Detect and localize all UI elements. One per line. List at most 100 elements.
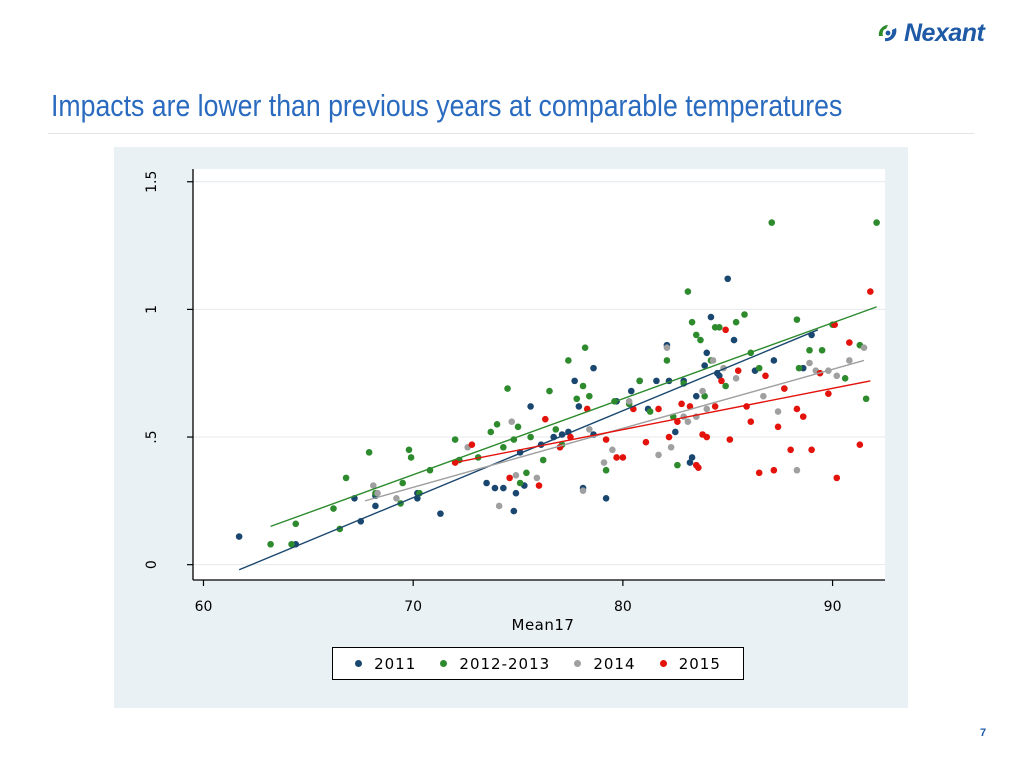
point-2011-28	[627, 387, 635, 395]
point-2015-21	[703, 433, 711, 441]
point-2011-47	[770, 357, 778, 364]
chart-legend: 2011 2012-2013 2014 2015	[332, 647, 744, 680]
point-2015-2	[506, 474, 513, 482]
point-2012-2013-1	[288, 540, 295, 548]
point-2014-10	[600, 459, 608, 466]
point-2014-33	[860, 344, 868, 351]
legend-item-2015: 2015	[659, 654, 721, 673]
point-2012-2013-56	[755, 364, 763, 372]
point-2014-31	[833, 372, 841, 380]
point-2011-44	[724, 275, 732, 283]
point-2015-25	[726, 436, 734, 443]
point-2011-38	[692, 392, 700, 400]
point-2011-36	[686, 459, 694, 466]
y-tick-label-0: 0	[144, 560, 160, 569]
point-2014-27	[793, 466, 801, 474]
point-2012-2013-51	[716, 323, 723, 331]
point-2012-2013-6	[365, 449, 373, 456]
point-2012-2013-22	[514, 423, 522, 431]
point-2015-6	[567, 433, 574, 441]
legend-label-2015: 2015	[678, 654, 721, 673]
point-2012-2013-14	[451, 436, 459, 443]
point-2015-8	[602, 436, 610, 443]
point-2014-19	[699, 387, 706, 395]
point-2012-2013-26	[539, 456, 547, 464]
point-2012-2013-33	[581, 344, 589, 351]
legend-label-2014: 2014	[593, 654, 636, 673]
point-2015-24	[722, 326, 729, 334]
point-2012-2013-40	[663, 357, 671, 364]
legend-marker-2012-2013	[440, 660, 448, 667]
point-2011-11	[500, 484, 507, 492]
legend-marker-2011	[355, 660, 363, 667]
point-2012-2013-28	[552, 426, 560, 433]
point-2012-2013-54	[741, 311, 748, 318]
point-2012-2013-25	[527, 433, 534, 441]
point-2012-2013-38	[636, 377, 643, 385]
point-2012-2013-9	[399, 479, 406, 487]
legend-label-2012-2013: 2012-2013	[459, 654, 551, 673]
point-2015-44	[867, 288, 874, 295]
logo-text: Nexant	[904, 18, 985, 47]
point-2015-33	[781, 385, 788, 392]
point-2015-19	[695, 464, 702, 471]
point-2011-24	[590, 364, 597, 372]
point-2012-2013-3	[330, 505, 337, 512]
point-2015-37	[808, 446, 815, 454]
point-2012-2013-27	[546, 387, 553, 395]
point-2011-22	[575, 403, 583, 410]
point-2014-25	[774, 408, 782, 415]
point-2014-14	[663, 344, 671, 351]
point-2012-2013-18	[493, 420, 501, 428]
point-2011-39	[701, 362, 708, 369]
point-2015-32	[774, 423, 782, 431]
point-2011-10	[491, 484, 499, 492]
point-2012-2013-60	[806, 346, 813, 354]
point-2012-2013-34	[586, 392, 593, 400]
fit-line-2011	[238, 329, 819, 571]
point-2011-21	[571, 377, 578, 385]
point-2012-2013-31	[573, 395, 581, 403]
point-2011-37	[688, 454, 696, 461]
fit-line-2012-2013	[270, 306, 877, 528]
point-2011-3	[372, 502, 379, 510]
point-2014-12	[625, 398, 633, 405]
title-divider	[48, 133, 974, 134]
point-2014-15	[667, 443, 675, 451]
point-2011-34	[672, 428, 679, 436]
point-2014-13	[655, 451, 662, 459]
x-axis-title: Mean17	[512, 616, 575, 634]
legend-marker-2015	[659, 660, 667, 667]
point-2015-28	[747, 418, 755, 426]
point-2015-26	[734, 367, 742, 374]
point-2012-2013-10	[405, 446, 413, 454]
point-2015-39	[825, 390, 832, 397]
point-2014-28	[806, 359, 813, 367]
point-2011-26	[602, 495, 610, 502]
point-2012-2013-46	[692, 331, 700, 339]
point-2014-11	[609, 446, 616, 454]
point-2015-31	[770, 466, 778, 474]
point-2012-2013-59	[795, 364, 803, 372]
point-2012-2013-61	[818, 346, 826, 354]
point-2012-2013-53	[732, 318, 740, 326]
point-2011-0	[235, 533, 243, 540]
point-2014-6	[512, 472, 520, 479]
point-2011-41	[707, 313, 715, 321]
point-2015-23	[718, 377, 725, 385]
point-2012-2013-47	[697, 336, 704, 344]
point-2012-2013-11	[407, 454, 415, 461]
point-2011-45	[730, 336, 738, 344]
point-2012-2013-57	[768, 219, 776, 226]
point-2012-2013-48	[701, 392, 708, 400]
point-2012-2013-45	[688, 318, 696, 326]
legend-item-2012-2013: 2012-2013	[440, 655, 550, 673]
point-2014-24	[760, 392, 767, 400]
point-2012-2013-42	[674, 461, 681, 469]
point-2015-34	[787, 446, 794, 454]
point-2015-36	[799, 413, 807, 420]
point-2012-2013-30	[565, 357, 572, 364]
point-2014-32	[846, 357, 853, 364]
plot-area	[193, 169, 885, 580]
point-2012-2013-58	[793, 316, 801, 323]
